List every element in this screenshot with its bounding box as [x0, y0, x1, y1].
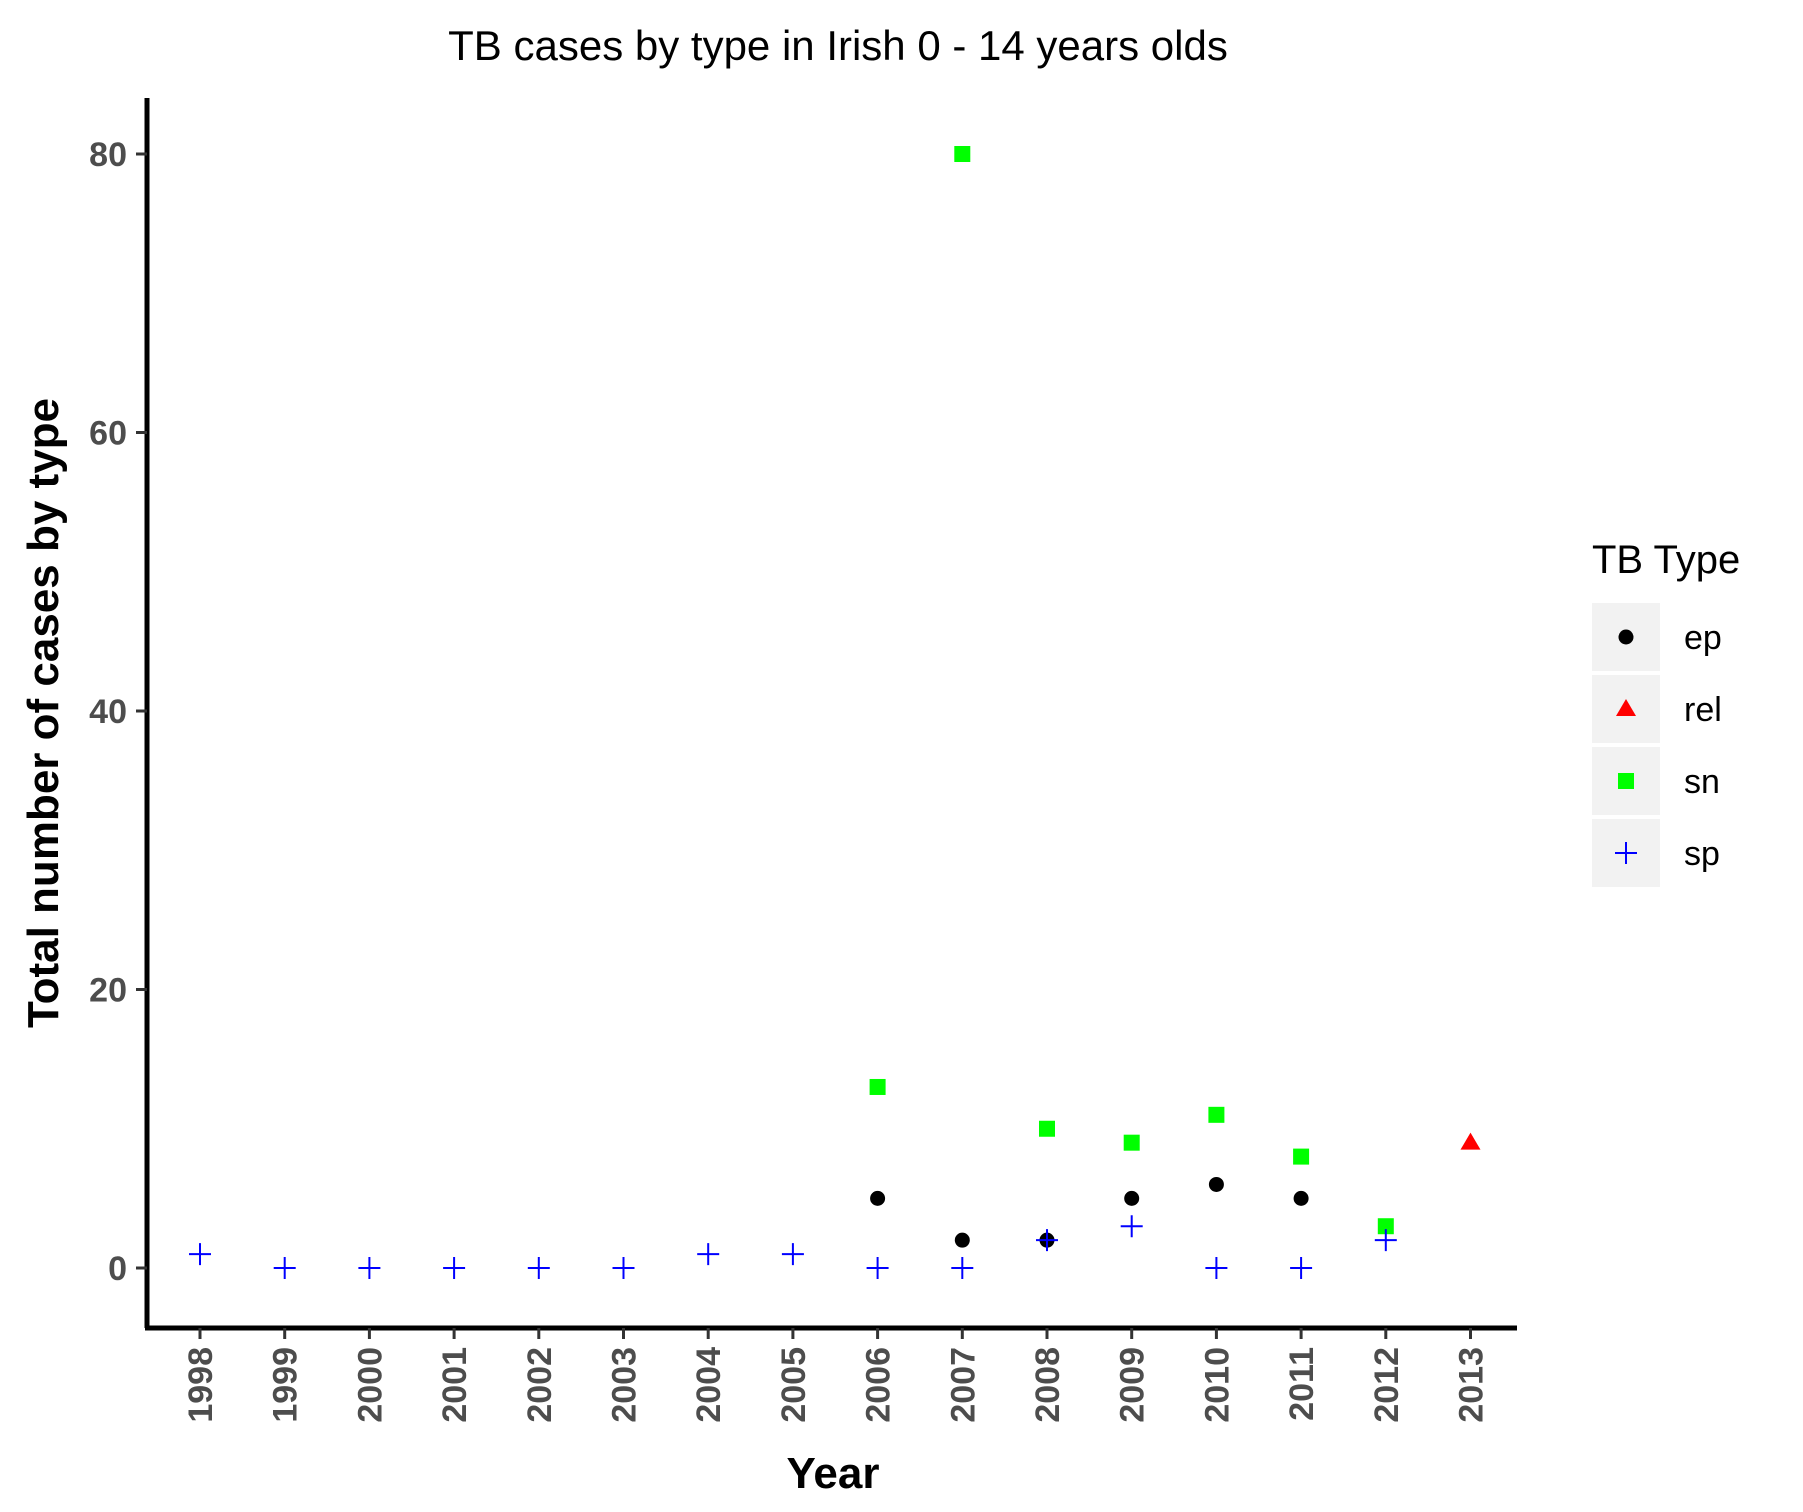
point-sp	[612, 1257, 635, 1279]
point-rel	[1460, 1132, 1481, 1150]
chart-title: TB cases by type in Irish 0 - 14 years o…	[448, 22, 1228, 69]
point-ep	[954, 1232, 970, 1248]
x-axis-title: Year	[787, 1449, 880, 1498]
y-tick-label: 80	[89, 136, 127, 174]
x-tick-label: 2008	[1029, 1347, 1067, 1423]
point-sn	[1377, 1218, 1394, 1235]
legend: TB Type ep rel sn sp	[1592, 538, 1740, 887]
point-sn	[954, 146, 971, 162]
x-tick-label: 1999	[267, 1347, 305, 1423]
x-tick-label: 2006	[860, 1347, 898, 1423]
point-sn	[1123, 1134, 1140, 1151]
point-sp	[273, 1257, 296, 1279]
point-ep	[1124, 1190, 1140, 1206]
data-points	[189, 146, 1481, 1279]
x-tick-label: 2003	[606, 1347, 644, 1423]
x-tick-label: 2007	[944, 1347, 982, 1423]
x-tick-label: 2013	[1453, 1347, 1491, 1423]
point-sn	[1293, 1148, 1310, 1165]
point-sp	[697, 1243, 720, 1266]
point-sn	[869, 1078, 886, 1095]
point-sp	[1036, 1229, 1058, 1252]
point-sp	[443, 1257, 466, 1279]
y-tick-label: 0	[108, 1250, 127, 1288]
point-ep	[1293, 1190, 1309, 1206]
legend-entries: ep rel sn sp	[1592, 603, 1722, 887]
point-sn	[1039, 1120, 1055, 1137]
point-sp	[189, 1243, 211, 1266]
point-sp	[1205, 1257, 1228, 1279]
x-ticks: 1998 1999 2000 2001 2002 2003 2004 2005 2006 2007…	[182, 1328, 1491, 1423]
point-sp	[866, 1257, 889, 1279]
x-tick-label: 2001	[436, 1347, 474, 1423]
legend-symbol-sn	[1618, 773, 1634, 789]
legend-symbol-sp	[1615, 842, 1637, 864]
legend-label-rel: rel	[1684, 691, 1722, 729]
x-tick-label: 2005	[775, 1347, 813, 1423]
point-ep	[870, 1190, 886, 1206]
point-ep	[1208, 1176, 1224, 1192]
x-tick-label: 2009	[1114, 1347, 1152, 1423]
legend-label-ep: ep	[1684, 619, 1722, 657]
point-sp	[781, 1243, 804, 1266]
legend-symbol-rel	[1616, 699, 1636, 716]
legend-label-sp: sp	[1684, 835, 1720, 873]
point-sp	[951, 1257, 974, 1279]
y-axis-title: Total number of cases by type	[19, 398, 68, 1028]
point-sp	[1290, 1257, 1313, 1279]
point-sn	[1208, 1106, 1225, 1123]
x-tick-label: 2011	[1283, 1347, 1321, 1421]
point-sp	[1374, 1229, 1397, 1252]
axes	[144, 98, 1517, 1331]
x-tick-label: 2004	[690, 1347, 728, 1423]
x-tick-label: 1998	[182, 1347, 220, 1423]
legend-symbol-ep	[1618, 629, 1634, 645]
legend-title: TB Type	[1592, 538, 1740, 582]
y-tick-label: 20	[89, 972, 127, 1010]
y-ticks: 0 20 40 60 80	[89, 136, 147, 1288]
y-tick-label: 40	[89, 693, 127, 731]
point-sp	[527, 1257, 550, 1279]
legend-label-sn: sn	[1684, 763, 1720, 801]
point-sp	[1120, 1215, 1143, 1238]
x-tick-label: 2000	[351, 1347, 389, 1423]
point-sp	[358, 1257, 381, 1279]
y-tick-label: 60	[89, 415, 127, 453]
x-tick-label: 2010	[1198, 1347, 1236, 1423]
x-tick-label: 2012	[1368, 1347, 1406, 1423]
x-tick-label: 2002	[521, 1347, 559, 1423]
